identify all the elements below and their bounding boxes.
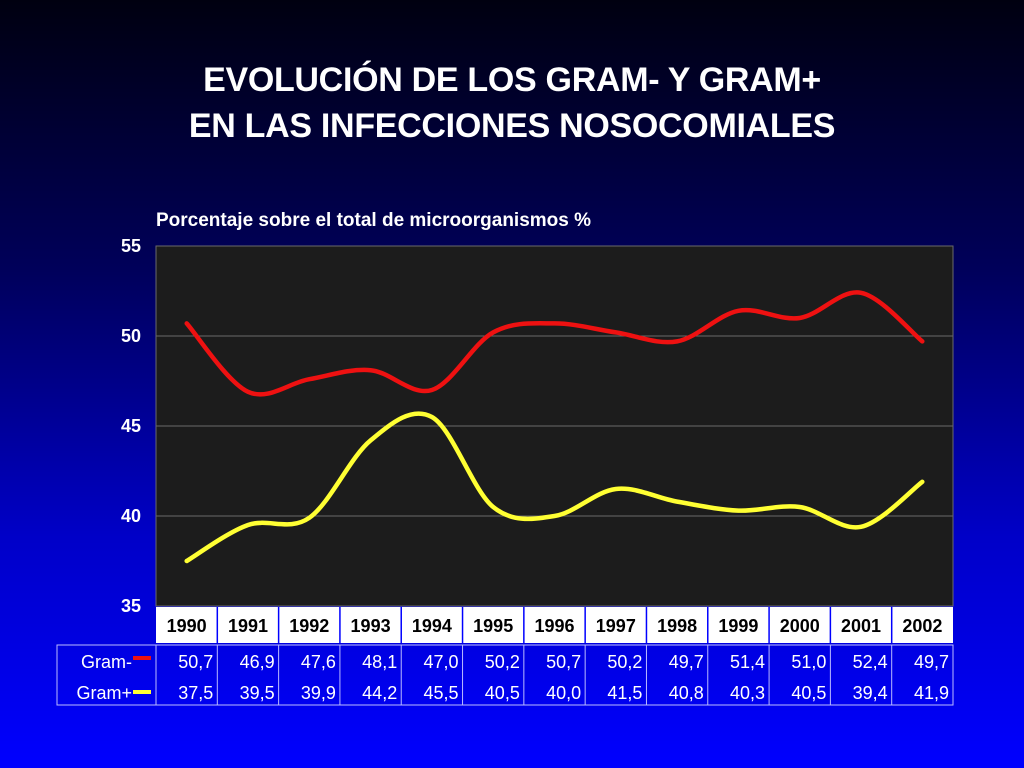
legend-label-gram-pos: Gram+ <box>76 683 132 703</box>
data-label-gram-neg-1992: 47,6 <box>301 652 336 672</box>
x-tick-label-1993: 1993 <box>351 616 391 636</box>
x-tick-label-1996: 1996 <box>534 616 574 636</box>
data-label-gram-neg-1991: 46,9 <box>240 652 275 672</box>
category-header-row <box>156 607 953 643</box>
x-tick-label-1998: 1998 <box>657 616 697 636</box>
x-tick-label-2001: 2001 <box>841 616 881 636</box>
x-tick-label-2002: 2002 <box>902 616 942 636</box>
data-label-gram-pos-1994: 45,5 <box>423 683 458 703</box>
y-tick-label-45: 45 <box>121 416 141 436</box>
x-tick-label-2000: 2000 <box>780 616 820 636</box>
data-label-gram-neg-2002: 49,7 <box>914 652 949 672</box>
x-tick-label-1999: 1999 <box>718 616 758 636</box>
data-label-gram-pos-2001: 39,4 <box>853 683 888 703</box>
x-tick-label-1992: 1992 <box>289 616 329 636</box>
data-label-gram-pos-1998: 40,8 <box>669 683 704 703</box>
data-label-gram-pos-1996: 40,0 <box>546 683 581 703</box>
x-tick-label-1997: 1997 <box>596 616 636 636</box>
x-tick-label-1995: 1995 <box>473 616 513 636</box>
data-label-gram-neg-1998: 49,7 <box>669 652 704 672</box>
data-label-gram-neg-1997: 50,2 <box>607 652 642 672</box>
data-label-gram-neg-1990: 50,7 <box>178 652 213 672</box>
data-label-gram-neg-2000: 51,0 <box>791 652 826 672</box>
legend-swatch-gram-neg <box>133 656 151 660</box>
x-tick-label-1990: 1990 <box>167 616 207 636</box>
chart-subtitle: Porcentaje sobre el total de microorgani… <box>156 210 592 231</box>
series-line-gram-neg <box>184 290 925 397</box>
y-tick-label-55: 55 <box>121 236 141 256</box>
data-label-gram-neg-1995: 50,2 <box>485 652 520 672</box>
data-label-gram-pos-1991: 39,5 <box>240 683 275 703</box>
data-label-gram-neg-1993: 48,1 <box>362 652 397 672</box>
data-label-gram-neg-2001: 52,4 <box>853 652 888 672</box>
data-label-gram-pos-1993: 44,2 <box>362 683 397 703</box>
data-label-gram-pos-1992: 39,9 <box>301 683 336 703</box>
series-line-gram-pos <box>184 411 925 564</box>
x-tick-label-1994: 1994 <box>412 616 452 636</box>
data-label-gram-neg-1994: 47,0 <box>423 652 458 672</box>
y-tick-label-40: 40 <box>121 506 141 526</box>
data-label-gram-neg-1999: 51,4 <box>730 652 765 672</box>
legend-swatch-gram-pos <box>133 690 151 694</box>
data-label-gram-pos-2000: 40,5 <box>791 683 826 703</box>
slide-title-line1: EVOLUCIÓN DE LOS GRAM- Y GRAM+ <box>203 61 821 99</box>
data-label-gram-pos-1990: 37,5 <box>178 683 213 703</box>
y-tick-label-35: 35 <box>121 596 141 616</box>
y-tick-label-50: 50 <box>121 326 141 346</box>
data-label-gram-pos-1997: 41,5 <box>607 683 642 703</box>
data-label-gram-pos-2002: 41,9 <box>914 683 949 703</box>
data-label-gram-neg-1996: 50,7 <box>546 652 581 672</box>
x-tick-label-1991: 1991 <box>228 616 268 636</box>
legend-label-gram-neg: Gram- <box>81 652 132 672</box>
slide-title-line2: EN LAS INFECCIONES NOSOCOMIALES <box>188 107 836 145</box>
data-label-gram-pos-1999: 40,3 <box>730 683 765 703</box>
data-table-frame <box>56 644 954 706</box>
data-label-gram-pos-1995: 40,5 <box>485 683 520 703</box>
